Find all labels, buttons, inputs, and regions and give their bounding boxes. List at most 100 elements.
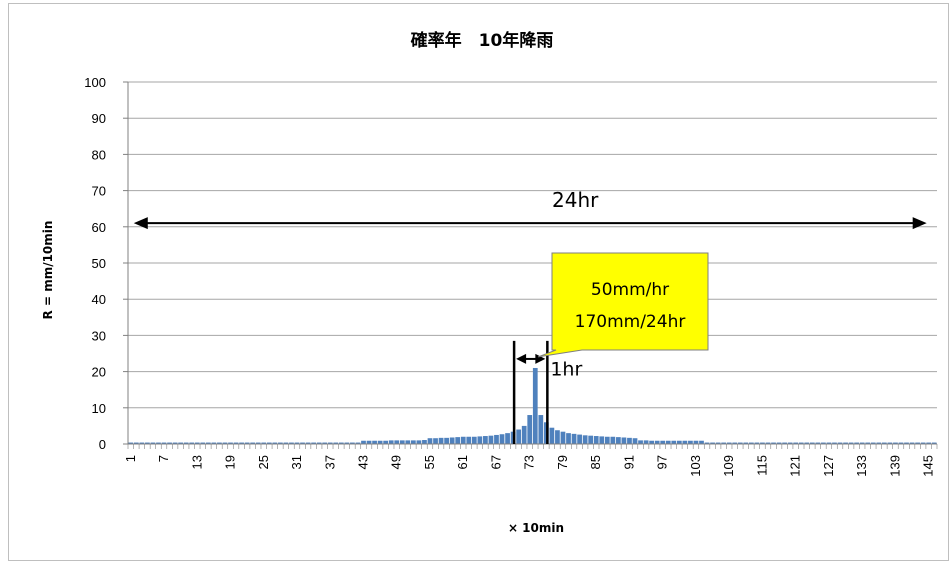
bar (571, 433, 577, 444)
bar (305, 442, 311, 444)
bar (904, 442, 909, 444)
bar (471, 436, 477, 444)
bar (355, 442, 361, 444)
bar (765, 442, 771, 444)
bar (322, 442, 328, 444)
y-tick-label: 0 (99, 437, 106, 452)
y-tick-label: 20 (92, 365, 106, 380)
bar (455, 437, 461, 444)
bar (521, 425, 527, 444)
bar (593, 436, 599, 444)
bar (532, 367, 538, 444)
bar (915, 442, 920, 444)
bar (399, 440, 405, 444)
x-tick-label: 85 (588, 455, 603, 469)
bar (809, 442, 815, 444)
y-tick-label: 80 (92, 147, 106, 162)
bar (383, 440, 389, 444)
callout-line-2: 170mm/24hr (575, 312, 686, 332)
y-tick-label: 50 (92, 256, 106, 271)
bar (843, 442, 848, 444)
bar (737, 442, 743, 444)
bar (139, 442, 145, 444)
x-tick-label: 121 (788, 455, 803, 477)
bar (217, 442, 222, 444)
bar (410, 440, 416, 444)
bar (233, 442, 239, 444)
bar (676, 440, 682, 444)
bar (771, 442, 776, 444)
bar (145, 442, 150, 444)
bar (250, 442, 256, 444)
x-tick-label: 97 (655, 455, 670, 469)
bar (244, 442, 250, 444)
bar (172, 442, 178, 444)
bar (527, 415, 533, 444)
bar (704, 442, 710, 444)
span-24hr-label: 24hr (552, 188, 599, 212)
bar (416, 440, 422, 444)
bar (156, 442, 161, 444)
bar (422, 440, 427, 444)
bar (682, 440, 688, 444)
bar (549, 427, 555, 444)
bar (832, 442, 837, 444)
bar (433, 438, 438, 444)
bar-series (128, 367, 937, 444)
bar (327, 442, 333, 444)
bar (798, 442, 804, 444)
y-tick-labels: 0 10 20 30 40 50 60 70 80 90 100 (84, 75, 106, 452)
bar (782, 442, 787, 444)
bar (405, 440, 411, 444)
bar (821, 442, 826, 444)
bar (848, 442, 854, 444)
bar (438, 437, 444, 444)
y-tick-label: 60 (92, 220, 106, 235)
bar (483, 436, 488, 444)
x-tick-label: 61 (455, 455, 470, 469)
bar (582, 435, 588, 444)
bar (621, 437, 627, 444)
bar (266, 442, 272, 444)
x-tick-labels: 1 7 13 19 25 31 37 43 49 55 61 67 73 79 85 91 97 103 109 11… (123, 455, 936, 477)
bar (760, 442, 765, 444)
bar (726, 442, 732, 444)
bar (577, 434, 582, 444)
bar (898, 442, 904, 444)
bar (494, 434, 499, 444)
bar (200, 442, 206, 444)
bar (837, 442, 843, 444)
bar (228, 442, 233, 444)
bar (688, 440, 693, 444)
bar (366, 440, 372, 444)
bar (239, 442, 244, 444)
x-tick-label: 49 (389, 455, 404, 469)
bar (344, 442, 350, 444)
y-axis-label: R = mm/10min (41, 221, 55, 320)
bar (920, 442, 926, 444)
bar (632, 438, 638, 444)
bar (128, 442, 134, 444)
x-tick-label: 73 (522, 455, 537, 469)
span-24hr-arrowhead-right (912, 217, 927, 230)
x-tick-label: 37 (322, 455, 337, 469)
y-tick-label: 40 (92, 292, 106, 307)
x-tick-label: 25 (256, 455, 271, 469)
bar (161, 442, 167, 444)
bar (211, 442, 217, 444)
y-tick-label: 90 (92, 111, 106, 126)
bar (488, 435, 494, 444)
x-axis-label: × 10min (508, 521, 564, 535)
bar (516, 429, 522, 444)
bar (793, 442, 799, 444)
x-tick-label: 109 (721, 455, 736, 477)
bar (859, 442, 865, 444)
bar (881, 442, 887, 444)
span-1hr-arrowhead-right (535, 353, 546, 364)
bar (671, 440, 677, 444)
bar (887, 442, 893, 444)
bar (643, 440, 649, 444)
bar (372, 440, 377, 444)
bar (815, 442, 821, 444)
bar (194, 442, 200, 444)
